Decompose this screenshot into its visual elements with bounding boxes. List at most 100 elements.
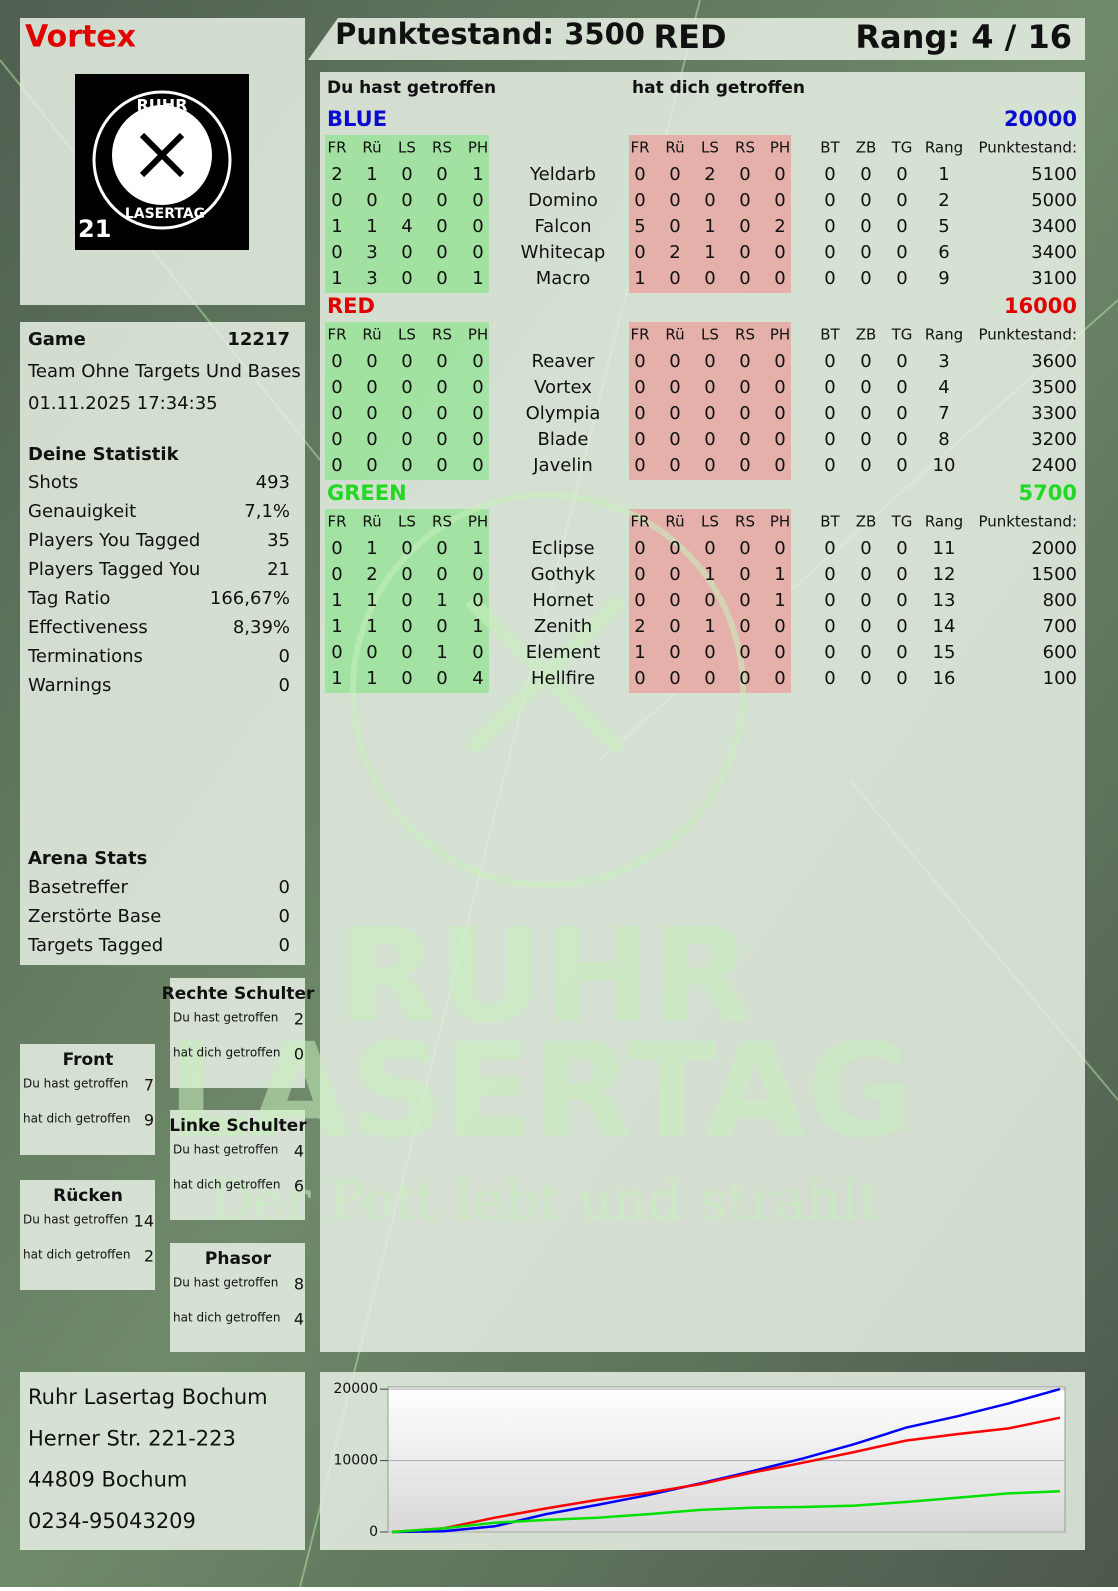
stat-cell: 0 bbox=[824, 616, 835, 637]
got-cell: 0 bbox=[669, 429, 680, 450]
stat-cell: 0 bbox=[860, 538, 871, 559]
column-label: FR bbox=[327, 139, 346, 157]
stat-label: Warnings bbox=[28, 675, 111, 696]
stat-cell: 0 bbox=[860, 455, 871, 476]
player-cell: Element bbox=[526, 642, 601, 663]
player-cell: Javelin bbox=[532, 455, 592, 476]
player-score: Punktestand: 3500 bbox=[335, 17, 645, 51]
player-cell: Whitecap bbox=[521, 242, 606, 263]
column-label: Rang bbox=[925, 513, 963, 531]
column-label: Punktestand: bbox=[978, 139, 1077, 157]
hit-cell: 0 bbox=[401, 429, 412, 450]
got-cell: 0 bbox=[634, 242, 645, 263]
hit-cell: 0 bbox=[472, 190, 483, 211]
stat-label: Players You Tagged bbox=[28, 530, 200, 551]
player-cell: Olympia bbox=[526, 403, 601, 424]
stat-cell: 0 bbox=[860, 668, 871, 689]
hit-cell: 0 bbox=[436, 268, 447, 289]
stat-cell: 0 bbox=[896, 268, 907, 289]
stat-cell: 0 bbox=[860, 616, 871, 637]
hit-cell: 0 bbox=[331, 429, 342, 450]
column-label: Rang bbox=[925, 326, 963, 344]
column-label: Rü bbox=[362, 513, 381, 531]
column-label: BT bbox=[820, 139, 840, 157]
zone-value: 2 bbox=[144, 1247, 154, 1266]
stat-label: Basetreffer bbox=[28, 877, 128, 898]
player-cell: Blade bbox=[538, 429, 589, 450]
stat-cell: 1 bbox=[938, 164, 949, 185]
got-cell: 0 bbox=[739, 403, 750, 424]
stat-cell: 9 bbox=[938, 268, 949, 289]
stat-label: Players Tagged You bbox=[28, 559, 200, 580]
got-cell: 1 bbox=[704, 216, 715, 237]
got-cell: 0 bbox=[704, 268, 715, 289]
hit-cell: 0 bbox=[366, 377, 377, 398]
got-cell: 0 bbox=[669, 668, 680, 689]
got-cell: 0 bbox=[774, 351, 785, 372]
plot-area bbox=[387, 1386, 1066, 1533]
address-line: Herner Str. 221-223 bbox=[28, 1426, 236, 1450]
stat-cell: 0 bbox=[860, 164, 871, 185]
got-cell: 0 bbox=[669, 216, 680, 237]
game-mode: Team Ohne Targets Und Bases bbox=[27, 361, 301, 382]
team-total: 20000 bbox=[1004, 107, 1077, 131]
got-cell: 0 bbox=[669, 403, 680, 424]
hit-cell: 0 bbox=[436, 538, 447, 559]
hit-cell: 0 bbox=[436, 216, 447, 237]
stat-cell: 0 bbox=[896, 403, 907, 424]
stat-cell: 0 bbox=[860, 268, 871, 289]
got-cell: 0 bbox=[704, 455, 715, 476]
zone-label: Du hast getroffen bbox=[23, 1077, 128, 1091]
got-cell: 0 bbox=[634, 164, 645, 185]
hit-cell: 0 bbox=[472, 216, 483, 237]
stat-cell: 0 bbox=[896, 455, 907, 476]
stat-cell: 0 bbox=[896, 216, 907, 237]
watermark: RUHR LASERTAG Der Pott lebt und strahlt bbox=[167, 492, 913, 1232]
stat-cell: 0 bbox=[824, 590, 835, 611]
hit-cell: 1 bbox=[472, 616, 483, 637]
hit-cell: 1 bbox=[366, 216, 377, 237]
hit-cell: 1 bbox=[331, 616, 342, 637]
player-cell: Hornet bbox=[532, 590, 593, 611]
player-name: Vortex bbox=[25, 20, 136, 55]
stat-cell: 0 bbox=[896, 242, 907, 263]
stat-cell: 4 bbox=[938, 377, 949, 398]
score-cell: 3600 bbox=[1031, 351, 1077, 372]
hit-cell: 1 bbox=[366, 616, 377, 637]
zone-value: 9 bbox=[144, 1111, 154, 1130]
player-cell: Gothyk bbox=[531, 564, 596, 585]
stat-cell: 0 bbox=[860, 242, 871, 263]
column-label: Rü bbox=[362, 326, 381, 344]
stat-cell: 0 bbox=[824, 668, 835, 689]
score-cell: 5000 bbox=[1031, 190, 1077, 211]
hit-cell: 0 bbox=[401, 564, 412, 585]
column-label: PH bbox=[770, 513, 790, 531]
score-cell: 2000 bbox=[1031, 538, 1077, 559]
stat-cell: 0 bbox=[896, 564, 907, 585]
column-label: PH bbox=[468, 326, 488, 344]
hit-cell: 0 bbox=[366, 403, 377, 424]
hit-cell: 0 bbox=[331, 455, 342, 476]
zone-label: Du hast getroffen bbox=[173, 1276, 278, 1290]
hit-cell: 0 bbox=[401, 377, 412, 398]
got-cell: 0 bbox=[669, 164, 680, 185]
team-name: GREEN bbox=[327, 481, 407, 505]
column-label: TG bbox=[891, 513, 913, 531]
address-line: 0234-95043209 bbox=[28, 1509, 196, 1533]
hit-cell: 0 bbox=[366, 429, 377, 450]
got-cell: 0 bbox=[774, 642, 785, 663]
hit-cell: 0 bbox=[472, 242, 483, 263]
logo-bottom: LASERTAG bbox=[125, 206, 205, 222]
stat-cell: 0 bbox=[824, 429, 835, 450]
got-cell: 0 bbox=[669, 268, 680, 289]
stat-value: 0 bbox=[279, 646, 290, 667]
zone-value: 4 bbox=[294, 1142, 304, 1161]
stat-cell: 0 bbox=[896, 190, 907, 211]
zone-value: 7 bbox=[144, 1076, 154, 1095]
column-label: ZB bbox=[856, 326, 877, 344]
got-cell: 0 bbox=[739, 642, 750, 663]
player-cell: Yeldarb bbox=[529, 164, 596, 185]
got-cell: 0 bbox=[739, 377, 750, 398]
got-cell: 0 bbox=[739, 429, 750, 450]
stat-cell: 0 bbox=[896, 377, 907, 398]
